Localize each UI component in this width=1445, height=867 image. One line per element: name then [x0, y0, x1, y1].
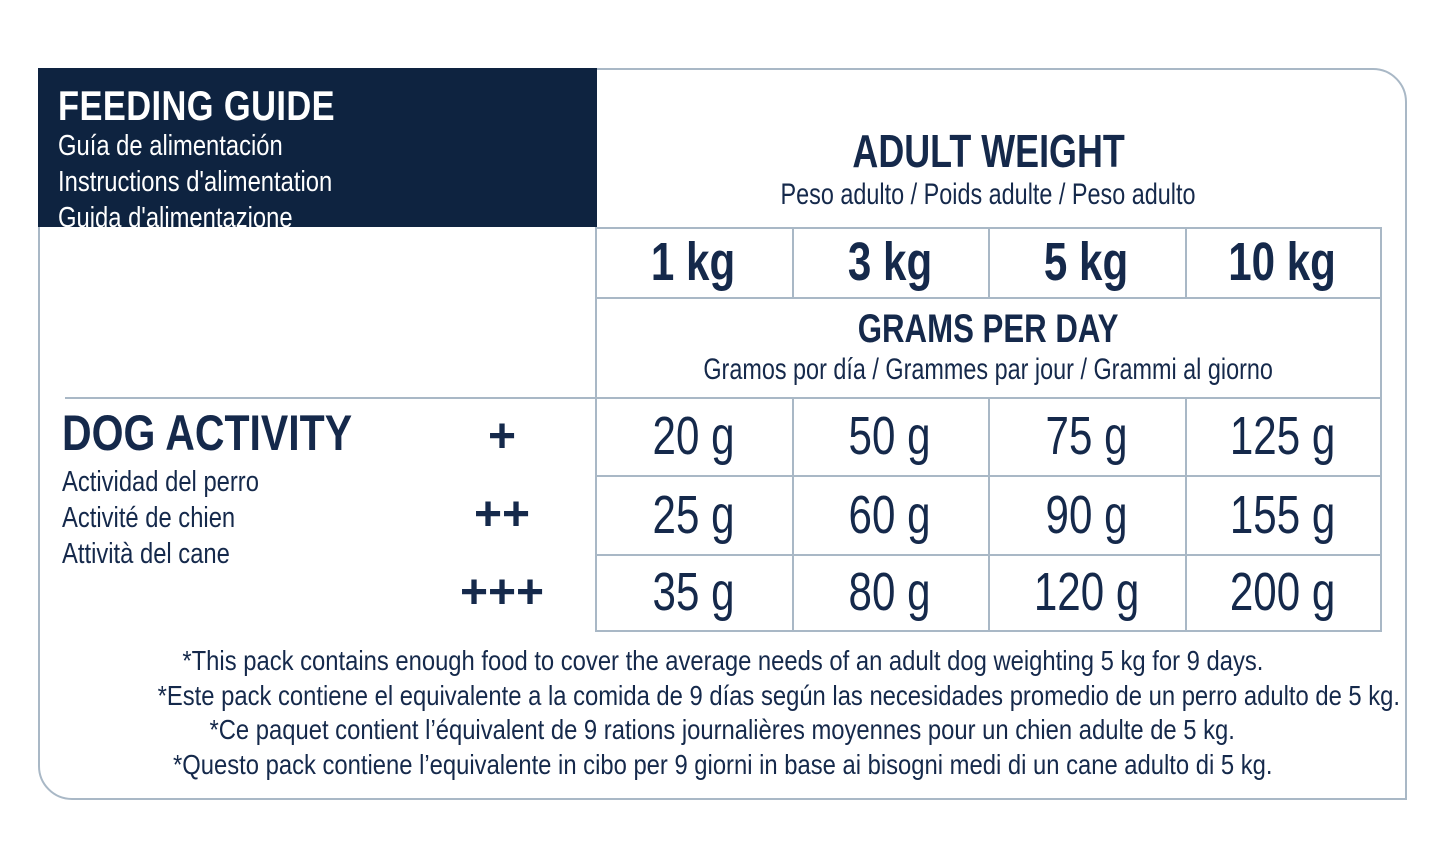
adult-weight-subtitle: Peso adulto / Poids adulte / Peso adulto — [781, 178, 1196, 211]
grams-cell-high-10kg: 200 g — [1229, 562, 1336, 622]
adult-weight-title: ADULT WEIGHT — [852, 125, 1125, 177]
feeding-guide-subtitle-it: Guida d'alimentazione — [58, 202, 293, 235]
grid-line — [1185, 227, 1187, 297]
feeding-guide-subtitle-fr: Instructions d'alimentation — [58, 166, 333, 199]
grams-cell-high-3kg: 80 g — [848, 562, 931, 622]
grid-line — [595, 297, 1382, 299]
grid-line — [792, 397, 794, 630]
weight-column-header-10kg: 10 kg — [1228, 232, 1337, 292]
footnote-en: *This pack contains enough food to cover… — [182, 645, 1263, 676]
dog-activity-subtitle-es: Actividad del perro — [62, 466, 259, 498]
footnote-es: *Este pack contiene el equivalente a la … — [157, 679, 1401, 711]
grams-per-day-header: GRAMS PER DAY Gramos por día / Grammes p… — [595, 297, 1382, 397]
grid-line — [1380, 227, 1382, 630]
activity-level-low: + — [487, 409, 517, 463]
dog-activity-title: DOG ACTIVITY — [62, 405, 353, 461]
grams-per-day-title: GRAMS PER DAY — [858, 307, 1119, 352]
feeding-guide-title: FEEDING GUIDE — [58, 82, 336, 129]
weight-column-header-1kg: 1 kg — [651, 232, 736, 292]
adult-weight-header: ADULT WEIGHT Peso adulto / Poids adulte … — [597, 70, 1380, 227]
grams-cell-medium-5kg: 90 g — [1045, 484, 1128, 545]
footnotes: *This pack contains enough food to cover… — [48, 644, 1401, 782]
grid-line — [988, 227, 990, 297]
dog-activity-subtitle-fr: Activité de chien — [62, 502, 236, 534]
grams-cell-low-3kg: 50 g — [848, 406, 931, 466]
grid-line — [65, 397, 1382, 399]
grid-line — [595, 630, 1382, 632]
grams-per-day-subtitle: Gramos por día / Grammes par jour / Gram… — [703, 353, 1274, 387]
weight-column-header-5kg: 5 kg — [1044, 232, 1129, 292]
grams-cell-low-10kg: 125 g — [1229, 406, 1336, 466]
grid-line — [1185, 397, 1187, 630]
feeding-guide-subtitle-es: Guía de alimentación — [58, 130, 283, 163]
footnote-fr: *Ce paquet contient l’équivalent de 9 ra… — [209, 714, 1236, 745]
grams-cell-medium-1kg: 25 g — [652, 484, 735, 545]
grid-line — [792, 227, 794, 297]
grid-line — [988, 397, 990, 630]
feeding-guide-panel: FEEDING GUIDE Guía de alimentación Instr… — [38, 68, 1407, 800]
grams-cell-high-5kg: 120 g — [1033, 562, 1140, 622]
activity-level-high: +++ — [459, 565, 545, 619]
grams-cell-low-5kg: 75 g — [1045, 406, 1128, 466]
footnote-it: *Questo pack contiene l’equivalente in c… — [172, 748, 1273, 780]
weight-column-header-3kg: 3 kg — [847, 232, 933, 292]
grams-cell-medium-10kg: 155 g — [1229, 484, 1336, 545]
feeding-guide-header: FEEDING GUIDE Guía de alimentación Instr… — [38, 68, 597, 234]
dog-activity-header: DOG ACTIVITY Actividad del perro Activit… — [62, 408, 532, 572]
grams-cell-high-1kg: 35 g — [652, 562, 735, 622]
grams-cell-medium-3kg: 60 g — [848, 484, 931, 545]
grid-line — [595, 227, 597, 630]
activity-level-medium: ++ — [473, 488, 531, 541]
dog-activity-subtitle-it: Attività del cane — [62, 538, 230, 570]
grams-cell-low-1kg: 20 g — [652, 406, 735, 466]
